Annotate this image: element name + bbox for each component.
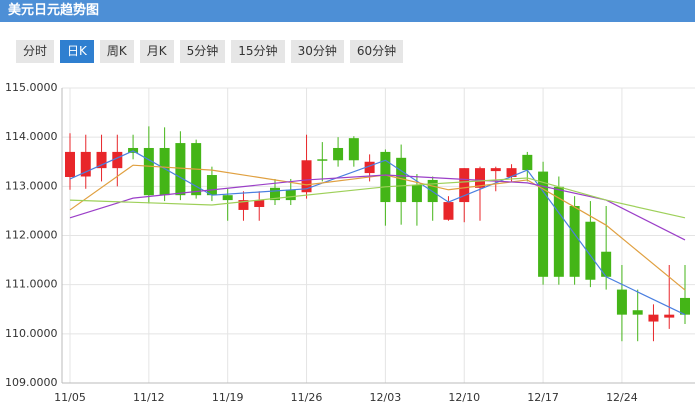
tab[interactable]: 60分钟 [349,40,404,63]
candle-body [254,200,265,207]
candle-body [238,200,249,210]
tab[interactable]: 日K [60,40,94,63]
candle-body [206,175,217,196]
y-tick-label: 109.0000 [5,376,58,389]
x-tick-label: 12/24 [606,391,638,404]
candle-body [680,297,690,315]
y-tick-label: 111.0000 [5,278,58,291]
tab[interactable]: 15分钟 [231,40,285,63]
candle-body [396,157,407,203]
y-tick-label: 110.0000 [5,327,58,340]
candle-body [411,184,422,203]
candle-body [333,147,344,161]
candle-body [538,171,549,277]
candle-body [175,143,186,196]
candle-body [522,154,533,171]
tab[interactable]: 30分钟 [290,40,344,63]
y-tick-label: 112.0000 [5,229,58,242]
candle-body [96,151,107,169]
candle-body [616,289,627,315]
candle-body [222,195,233,201]
candle-body [601,251,612,277]
tab[interactable]: 月K [139,40,174,63]
x-tick-label: 11/26 [291,391,323,404]
header-title: 美元日元趋势图 [0,0,695,22]
ma-line [69,150,686,316]
candle-body [664,314,675,318]
candle-body [648,314,659,322]
tab[interactable]: 5分钟 [179,40,226,63]
candle-body [585,221,596,280]
candle-body [159,147,170,196]
x-tick-label: 11/12 [133,391,165,404]
candle-body [506,168,517,177]
tab[interactable]: 周K [99,40,134,63]
candle-body [317,159,328,161]
candle-body [569,206,580,277]
candle-body [443,202,454,220]
y-tick-label: 115.0000 [5,81,58,94]
candle-body [270,187,280,201]
candle-body [348,138,359,161]
candle-body [65,151,75,177]
ma-line [69,177,686,219]
x-tick-label: 11/05 [54,391,86,404]
candle-body [143,147,154,196]
x-tick-label: 11/19 [212,391,244,404]
candle-body [285,189,296,201]
y-tick-label: 114.0000 [5,130,58,143]
tabs: 分时 日K 周K 月K 5分钟 15分钟 30分钟 60分钟 [16,40,404,63]
candle-body [380,151,391,203]
candle-body [632,310,643,315]
x-tick-label: 12/17 [527,391,559,404]
candle-body [490,168,501,172]
candle-body [459,168,470,203]
y-tick-label: 113.0000 [5,179,58,192]
candle-body [80,151,91,177]
candle-body [364,161,375,174]
x-tick-label: 12/03 [370,391,402,404]
candle-body [553,186,564,277]
candle-body [301,160,312,193]
candle-body [475,168,485,188]
candle-body [112,151,123,169]
x-tick-label: 12/10 [448,391,480,404]
tab[interactable]: 分时 [16,40,55,63]
